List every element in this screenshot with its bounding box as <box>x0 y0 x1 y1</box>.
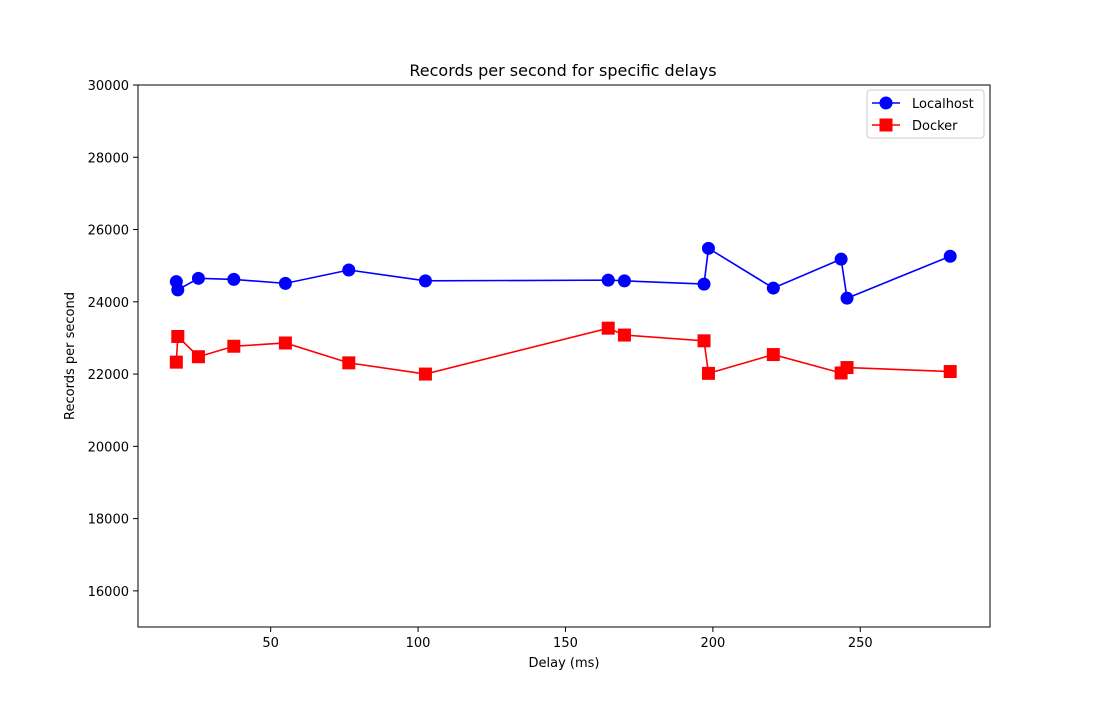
legend-label-docker: Docker <box>912 119 958 134</box>
plot-area <box>138 85 990 627</box>
series-localhost <box>169 241 957 305</box>
series-layer <box>169 241 957 381</box>
data-point-localhost <box>766 281 780 295</box>
data-point-localhost <box>278 276 292 290</box>
plot-frame <box>137 84 991 628</box>
data-point-docker <box>278 336 292 350</box>
data-point-docker <box>601 321 615 335</box>
legend-label-localhost: Localhost <box>912 97 974 112</box>
legend: Localhost Docker <box>866 89 985 139</box>
series-docker <box>169 321 957 381</box>
data-point-localhost <box>701 241 715 255</box>
x-axis-ticks: 50 100 150 200 250 <box>262 627 873 651</box>
data-point-docker <box>766 348 780 362</box>
data-point-localhost <box>617 274 631 288</box>
y-tick-label: 20000 <box>88 440 129 455</box>
y-tick-label: 30000 <box>88 79 129 94</box>
chart-title: Records per second for specific delays <box>409 61 716 80</box>
data-point-docker <box>227 339 241 353</box>
x-tick-label: 200 <box>700 636 725 651</box>
data-point-localhost <box>191 271 205 285</box>
legend-entry-localhost: Localhost <box>872 96 974 112</box>
data-point-localhost <box>840 291 854 305</box>
y-tick-label: 22000 <box>88 368 129 383</box>
data-point-localhost <box>943 249 957 263</box>
y-tick-label: 24000 <box>88 296 129 311</box>
legend-entry-docker: Docker <box>872 118 958 134</box>
x-tick-label: 100 <box>406 636 431 651</box>
data-point-docker <box>840 361 854 375</box>
data-point-localhost <box>171 283 185 297</box>
data-point-docker <box>342 356 356 370</box>
data-point-docker <box>617 328 631 342</box>
data-point-docker <box>943 365 957 379</box>
data-point-docker <box>169 355 183 369</box>
data-point-localhost <box>342 263 356 277</box>
y-tick-label: 26000 <box>88 224 129 239</box>
y-axis-label: Records per second <box>63 292 78 420</box>
data-point-localhost <box>418 274 432 288</box>
y-tick-label: 16000 <box>88 585 129 600</box>
legend-marker-localhost <box>879 96 893 110</box>
x-tick-label: 150 <box>553 636 578 651</box>
data-point-docker <box>697 334 711 348</box>
data-point-localhost <box>697 277 711 291</box>
data-point-localhost <box>227 272 241 286</box>
legend-box <box>866 89 985 139</box>
x-tick-label: 250 <box>848 636 873 651</box>
data-point-docker <box>418 367 432 381</box>
x-axis-label: Delay (ms) <box>529 656 600 671</box>
data-point-localhost <box>834 252 848 266</box>
data-point-docker <box>171 329 185 343</box>
data-point-docker <box>191 350 205 364</box>
y-axis-ticks: 16000 18000 20000 22000 24000 26000 28000 30000 <box>88 79 138 600</box>
data-point-localhost <box>601 273 615 287</box>
legend-marker-docker <box>879 118 893 132</box>
data-point-docker <box>701 366 715 380</box>
y-tick-label: 18000 <box>88 513 129 528</box>
y-tick-label: 28000 <box>88 151 129 166</box>
x-tick-label: 50 <box>262 636 279 651</box>
